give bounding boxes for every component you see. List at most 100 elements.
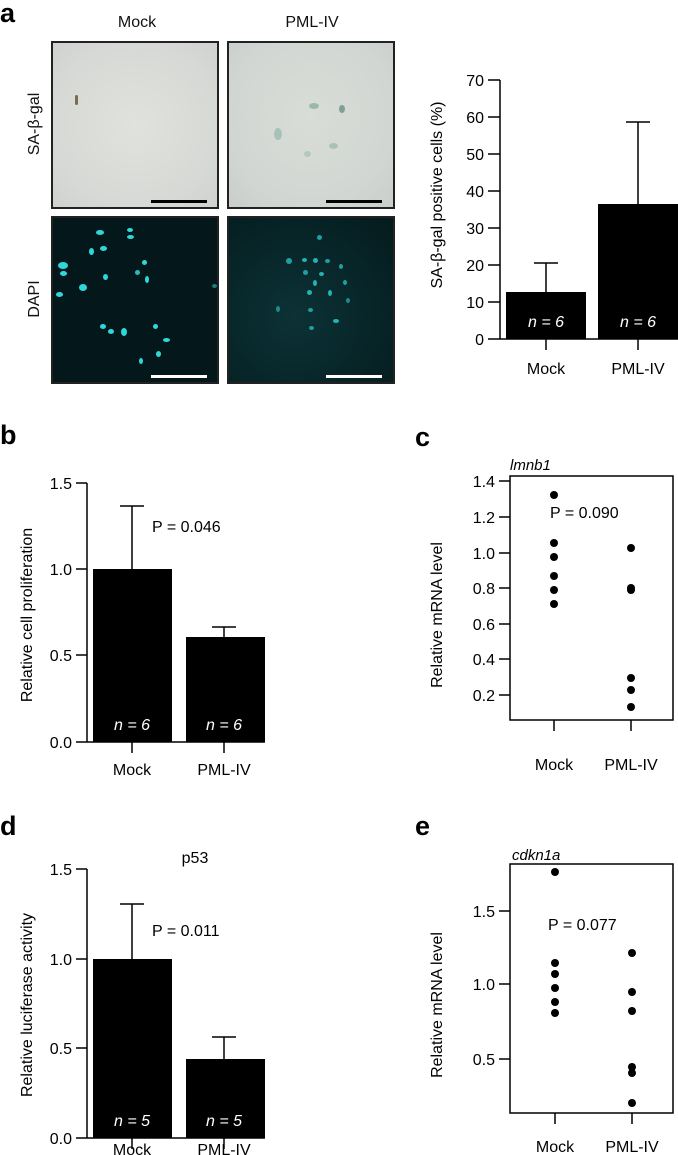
nucleus — [100, 246, 107, 251]
nucleus — [325, 259, 330, 263]
nucleus — [339, 264, 343, 269]
y-axis-label: Relative cell proliferation — [19, 528, 36, 702]
bar-mock — [93, 569, 172, 742]
y-axis-label: Relative mRNA level — [429, 542, 446, 688]
svg-text:1.2: 1.2 — [473, 510, 495, 527]
svg-text:40: 40 — [466, 184, 484, 201]
row-label-dapi: DAPI — [26, 280, 43, 318]
micrograph-sa-beta-gal-pml-iv — [227, 41, 395, 209]
svg-text:60: 60 — [466, 110, 484, 127]
bar-pml-iv — [598, 204, 678, 339]
p-value-annotation: P = 0.077 — [548, 917, 617, 934]
svg-text:1.0: 1.0 — [473, 977, 495, 994]
y-axis-label: SA-β-gal positive cells (%) — [429, 101, 446, 288]
nucleus — [89, 248, 94, 255]
points-pml-iv — [628, 949, 636, 1107]
nucleus — [328, 290, 332, 296]
x-tick-pml-iv: PML-IV — [197, 1142, 251, 1155]
micrograph-dapi-pml-iv — [227, 216, 395, 384]
bar-pml-iv — [186, 1059, 265, 1138]
nucleus — [127, 235, 134, 239]
stain-spot — [339, 105, 345, 113]
nucleus — [127, 228, 133, 232]
nucleus — [139, 358, 143, 364]
stain-spot — [309, 103, 319, 109]
chart-title: cdkn1a — [512, 847, 560, 864]
nucleus — [212, 284, 217, 288]
nucleus — [313, 280, 317, 286]
stain-spot — [75, 95, 78, 105]
nucleus — [317, 235, 322, 240]
svg-text:0.2: 0.2 — [473, 688, 495, 705]
nucleus — [319, 272, 324, 276]
stain-spot — [329, 143, 338, 149]
stain-spot — [304, 151, 311, 157]
nucleus — [103, 274, 108, 280]
nucleus — [153, 324, 158, 329]
nucleus — [163, 338, 170, 342]
nucleus — [286, 258, 292, 264]
x-tick-mock: Mock — [536, 1139, 575, 1155]
nucleus — [108, 329, 114, 334]
scale-bar — [326, 375, 382, 378]
svg-text:0.6: 0.6 — [473, 617, 495, 634]
x-tick-pml-iv: PML-IV — [197, 762, 251, 779]
panel-letter-b: b — [0, 420, 17, 450]
nucleus — [96, 230, 104, 235]
nucleus — [309, 326, 314, 330]
svg-text:1.5: 1.5 — [473, 904, 495, 921]
nucleus — [333, 319, 339, 323]
p-value-annotation: P = 0.011 — [152, 923, 220, 940]
svg-text:1.5: 1.5 — [50, 476, 72, 493]
n-label-pml-iv: n = 6 — [620, 314, 656, 331]
plot-frame — [509, 863, 674, 1114]
svg-text:0.0: 0.0 — [50, 1131, 72, 1148]
nucleus — [303, 270, 308, 275]
bar-pml-iv — [186, 637, 265, 742]
nucleus — [121, 328, 127, 336]
x-tick-pml-iv: PML-IV — [605, 1139, 659, 1155]
nucleus — [156, 351, 161, 357]
n-label-mock: n = 5 — [114, 1113, 150, 1130]
nucleus — [100, 324, 106, 329]
n-label-mock: n = 6 — [114, 717, 150, 734]
svg-text:30: 30 — [466, 221, 484, 238]
nucleus — [60, 271, 67, 276]
chart-b-proliferation-bar: Relative cell proliferation 0.0 0.5 1.0 … — [19, 476, 265, 779]
svg-text:0.5: 0.5 — [50, 1041, 72, 1058]
nucleus — [145, 276, 149, 283]
points-mock — [551, 868, 559, 1017]
nucleus — [135, 270, 140, 275]
svg-text:0.5: 0.5 — [50, 648, 72, 665]
svg-text:20: 20 — [466, 258, 484, 275]
panel-letter-e: e — [415, 811, 431, 841]
nucleus — [343, 280, 347, 285]
nucleus — [346, 298, 350, 303]
x-tick-pml-iv: PML-IV — [604, 757, 658, 774]
svg-text:10: 10 — [466, 295, 484, 312]
scale-bar — [151, 375, 207, 378]
stain-spot — [274, 128, 282, 140]
points-pml-iv — [627, 544, 635, 711]
panel-letter-c: c — [415, 422, 431, 452]
x-tick-mock: Mock — [113, 762, 152, 779]
column-label-pml-iv: PML-IV — [285, 14, 339, 31]
svg-text:0.8: 0.8 — [473, 581, 495, 598]
chart-d-p53-luciferase-bar: p53 Relative luciferase activity 0.0 0.5… — [19, 850, 265, 1155]
y-tick-labels: 0 10 20 30 40 50 60 70 — [466, 73, 484, 349]
n-label-pml-iv: n = 6 — [206, 717, 242, 734]
svg-text:0: 0 — [475, 332, 484, 349]
p-value-annotation: P = 0.090 — [550, 505, 619, 522]
svg-text:1.5: 1.5 — [50, 862, 72, 879]
plot-frame — [509, 475, 674, 721]
micrograph-dapi-mock — [51, 216, 219, 384]
svg-text:50: 50 — [466, 147, 484, 164]
nucleus — [302, 258, 307, 262]
panel-letter-a: a — [0, 0, 16, 28]
p-value-annotation: P = 0.046 — [152, 519, 221, 536]
svg-text:0.0: 0.0 — [50, 735, 72, 752]
chart-title: lmnb1 — [510, 457, 551, 474]
bar-mock — [506, 292, 586, 339]
n-label-mock: n = 6 — [528, 314, 564, 331]
scale-bar — [151, 200, 207, 203]
